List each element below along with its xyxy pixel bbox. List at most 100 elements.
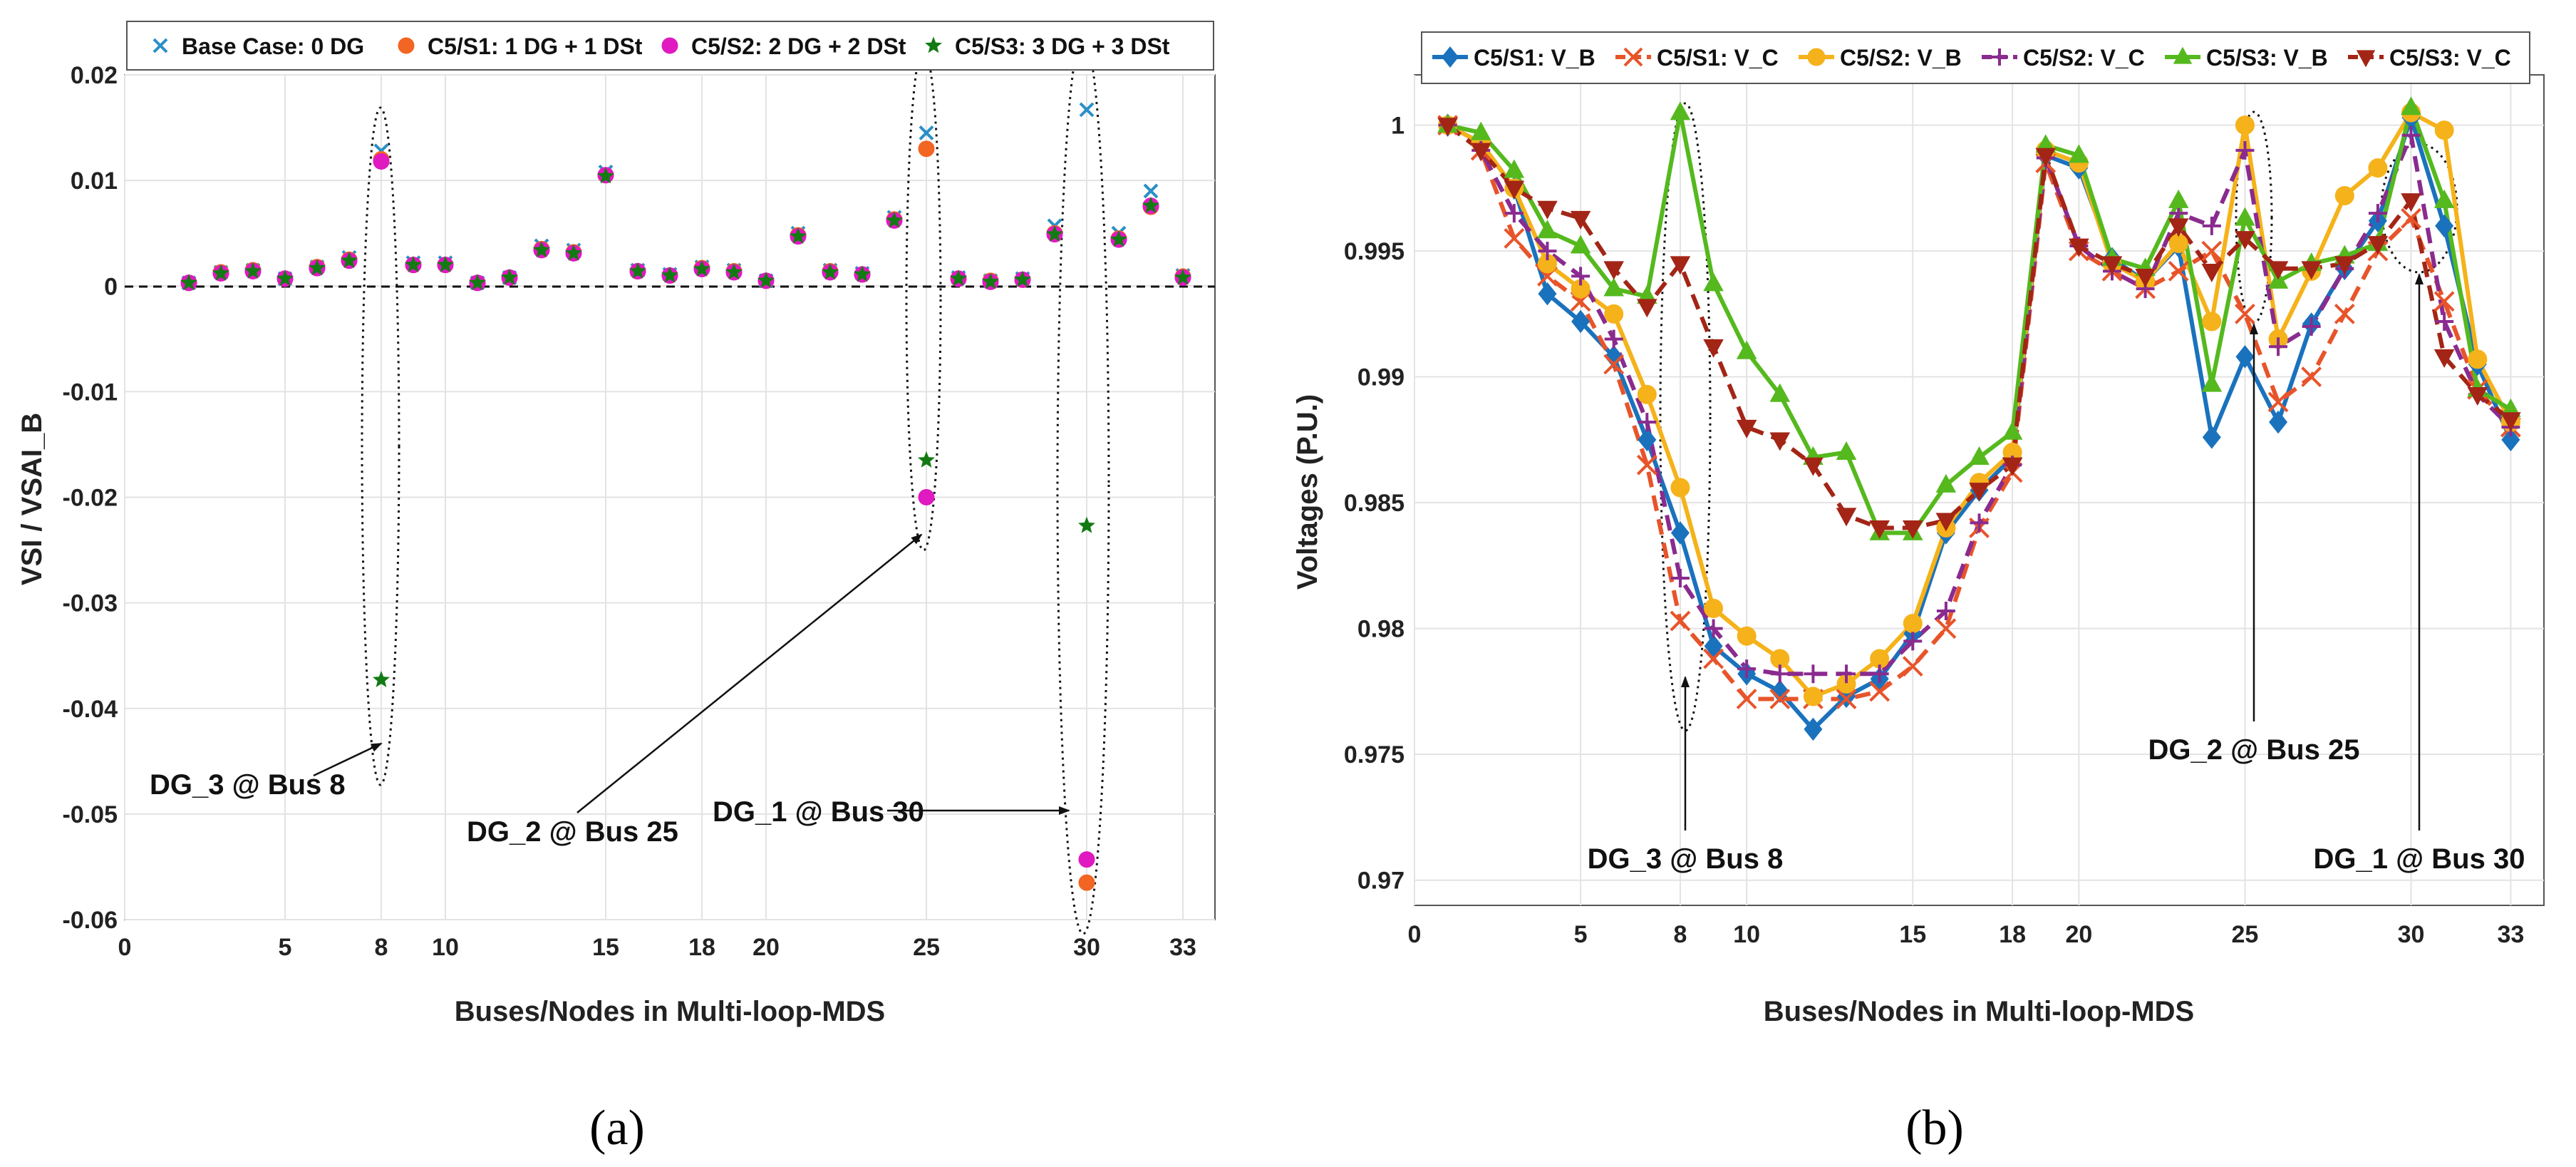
panel-a-point-c5-s3-3-dg-3-dst (854, 265, 871, 282)
panel-b-point-c5-s3-v-c (2401, 193, 2421, 212)
panel-a-point-c5-s3-3-dg-3-dst (309, 259, 326, 276)
panel-a-annotation-dg3-label: DG_3 @ Bus 8 (150, 769, 346, 801)
panel-a-point-c5-s2-2-dg-2-dst (373, 153, 390, 170)
panel-b-point-c5-s1-v-c (2168, 260, 2189, 282)
panel-a-point-c5-s1-1-dg-1-dst (918, 140, 935, 158)
panel-b-point-c5-s3-v-c (2334, 256, 2355, 275)
panel-b-x-axis-label: Buses/Nodes in Multi-loop-MDS (1764, 996, 2194, 1027)
panel-b-point-c5-s2-v-b (1903, 614, 1923, 634)
panel-a-point-c5-s3-3-dg-3-dst (244, 262, 262, 279)
panel-b-annotation-dg2-label: DG_2 @ Bus 25 (2148, 734, 2360, 766)
panel-b-point-c5-s2-v-c (1571, 267, 1590, 286)
panel-b-point-c5-s2-v-c (1670, 569, 1690, 588)
panel-b-point-c5-s3-v-c (1769, 432, 1791, 451)
panel-b-point-c5-s3-v-b (1769, 383, 1791, 402)
panel-b-x-tick-label: 8 (1673, 921, 1687, 948)
panel-b-point-c5-s2-v-c (1804, 664, 1823, 684)
panel-b-point-c5-s2-v-c (2269, 337, 2288, 356)
panel-b-point-c5-s2-v-b (2468, 349, 2488, 369)
panel-b-point-c5-s2-v-c (1903, 632, 1923, 651)
panel-b-point-c5-s2-v-b (1637, 384, 1657, 404)
panel-a-x-tick-label: 10 (432, 934, 459, 961)
panel-b-point-c5-s3-v-c (2301, 261, 2322, 280)
panel-b-point-c5-s3-v-c (1470, 143, 1491, 162)
panel-b-point-c5-s3-v-c (1902, 520, 1923, 540)
panel-b-point-c5-s3-v-c (2267, 261, 2289, 280)
panel-a-highlight-bus-8 (361, 106, 400, 786)
panel-b-x-tick-label: 5 (1574, 921, 1588, 948)
panel-b-point-c5-s3-v-c (1570, 210, 1591, 230)
panel-b-x-tick-label: 15 (1899, 921, 1926, 948)
panel-b-point-c5-s1-v-c (1636, 454, 1657, 475)
panel-b-point-c5-s2-v-c (2401, 125, 2421, 145)
panel-b-point-c5-s2-v-c (1936, 601, 1955, 620)
panel-b-point-c5-s3-v-c (2168, 218, 2189, 237)
panel-a-legend-label: C5/S2: 2 DG + 2 DSt (691, 34, 906, 59)
panel-b-x-tick-label: 30 (2398, 921, 2425, 948)
panel-b-point-c5-s2-v-c (1704, 619, 1723, 638)
panel-a-x-tick-label: 20 (752, 934, 780, 961)
panel-b-point-c5-s3-v-c (2201, 263, 2223, 282)
panel-b-point-c5-s1-v-c (2301, 366, 2322, 388)
panel-a-x-tick-label: 18 (688, 934, 715, 961)
panel-b-point-c5-s3-v-b (2401, 96, 2421, 115)
panel-a-point-c5-s3-3-dg-3-dst (725, 263, 743, 280)
panel-b-point-c5-s3-v-b (1935, 473, 1957, 493)
panel-b-series-marks (1437, 96, 2521, 741)
panel-a: 0 5 8 10 15 18 20 25 30 33 0.02 0.01 0 -0.01 -0.02 -0.0… (16, 21, 1216, 1156)
panel-a-y-tick-label: -0.02 (63, 485, 118, 512)
panel-b-point-c5-s1-v-c (1836, 689, 1857, 709)
panel-b-point-c5-s2-v-c (1737, 659, 1757, 679)
panel-a-ticks: 0 5 8 10 15 18 20 25 30 33 0.02 0.01 0 -0.01 -0.02 -0.0… (63, 62, 1196, 961)
panel-a-x-tick-label: 8 (375, 934, 388, 961)
panel-a-y-tick-label: 0 (104, 273, 118, 300)
panel-a-point-c5-s3-3-dg-3-dst (661, 266, 678, 283)
panel-b-point-c5-s3-v-b (1703, 272, 1724, 292)
panel-b-point-c5-s2-v-b (2235, 115, 2255, 135)
panel-a-point-c5-s3-3-dg-3-dst (1046, 225, 1063, 242)
panel-a-point-c5-s3-3-dg-3-dst (212, 264, 229, 281)
panel-b-annotation-dg1: DG_1 @ Bus 30 (2314, 273, 2525, 875)
panel-b-point-c5-s3-v-c (2069, 238, 2089, 257)
panel-b-point-c5-s3-v-b (1537, 220, 1558, 239)
panel-b-point-c5-s3-v-c (1670, 256, 1691, 275)
panel-b-point-c5-s1-v-c (1703, 648, 1724, 669)
panel-a-x-tick-label: 15 (592, 934, 619, 961)
panel-a-point-c5-s3-3-dg-3-dst (790, 227, 807, 244)
panel-a-x-tick-label: 25 (913, 934, 940, 961)
panel-a-point-c5-s3-3-dg-3-dst (533, 241, 550, 258)
panel-b-point-c5-s1-v-b (1604, 345, 1623, 369)
panel-b-legend-symbol-c5-s1-v-c (1623, 47, 1643, 67)
panel-a-point-c5-s2-2-dg-2-dst (1078, 851, 1095, 868)
panel-b-point-c5-s2-v-b (1604, 304, 1624, 324)
panel-b-legend-symbol-c5-s2-v-c (1991, 48, 2008, 66)
panel-b-y-axis-label: Voltages (P.U.) (1292, 394, 1323, 590)
panel-b-point-c5-s1-v-b (1638, 428, 1657, 452)
panel-b-legend-label: C5/S1: V_C (1657, 45, 1779, 71)
panel-a-point-c5-s3-3-dg-3-dst (693, 259, 710, 277)
panel-a-legend-label: Base Case: 0 DG (182, 34, 364, 59)
panel-b-x-tick-label: 25 (2232, 921, 2259, 948)
panel-b-x-tick-label: 20 (2065, 921, 2092, 948)
panel-b-point-c5-s3-v-c (2035, 148, 2057, 167)
panel-a-point-base-case-0-dg (1143, 183, 1159, 199)
panel-b-point-c5-s3-v-c (2500, 412, 2521, 431)
panel-b-point-c5-s1-v-b (1704, 634, 1723, 658)
panel-b-point-c5-s1-v-b (2235, 345, 2255, 369)
panel-a-point-c5-s3-3-dg-3-dst (565, 244, 582, 261)
panel-b-point-c5-s3-v-b (1836, 441, 1857, 460)
panel-b-x-tick-label: 0 (1408, 921, 1422, 948)
panel-b-point-c5-s3-v-c (2433, 349, 2455, 368)
panel-a-point-c5-s3-3-dg-3-dst (918, 451, 935, 468)
panel-b-point-c5-s3-v-c (1437, 118, 1458, 137)
panel-b-caption: (b) (1905, 1101, 1964, 1156)
panel-b-x-tick-label: 10 (1733, 921, 1760, 948)
panel-b-point-c5-s1-v-b (1670, 521, 1690, 545)
panel-b-point-c5-s1-v-c (1670, 610, 1691, 632)
panel-b-point-c5-s3-v-c (2101, 256, 2123, 275)
panel-b-point-c5-s1-v-b (2269, 410, 2288, 434)
panel-a-annotation-dg2-arrow (576, 533, 923, 813)
panel-b-point-c5-s1-v-b (2435, 214, 2454, 238)
panel-b-y-tick-label: 0.995 (1344, 238, 1405, 265)
panel-a-point-c5-s3-3-dg-3-dst (341, 252, 358, 268)
